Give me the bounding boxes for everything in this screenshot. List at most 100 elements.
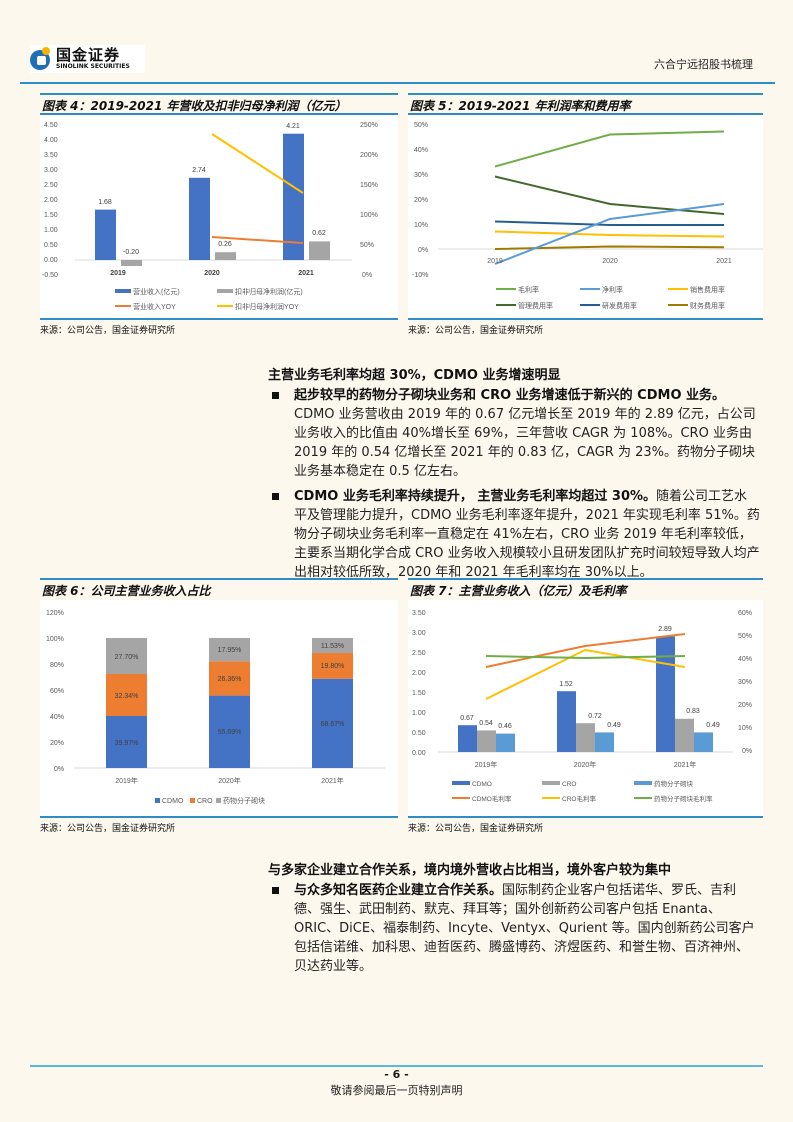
bar-cro-2021 bbox=[312, 653, 353, 679]
svg-text:扣非归母净利润(亿元): 扣非归母净利润(亿元) bbox=[235, 287, 303, 296]
svg-text:50%: 50% bbox=[360, 242, 374, 249]
line-cdmo-margin bbox=[485, 633, 686, 668]
page-number: - 6 - bbox=[384, 1068, 409, 1081]
svg-text:50%: 50% bbox=[414, 122, 428, 129]
svg-text:CRO毛利率: CRO毛利率 bbox=[562, 794, 596, 803]
svg-text:0.49: 0.49 bbox=[706, 722, 720, 729]
svg-text:0.72: 0.72 bbox=[588, 713, 602, 720]
svg-text:财务费用率: 财务费用率 bbox=[690, 301, 725, 310]
section-1-heading: 主营业务毛利率均超 30%，CDMO 业务增速明显 bbox=[268, 368, 561, 383]
bar-revenue-2020 bbox=[189, 177, 210, 260]
svg-text:39.97%: 39.97% bbox=[115, 740, 139, 747]
revenue-share-chart: 120% 100% 80% 60% 40% 20% 0% 39. bbox=[46, 610, 385, 805]
svg-text:2.74: 2.74 bbox=[192, 167, 206, 174]
svg-text:55.69%: 55.69% bbox=[218, 729, 242, 736]
line-revenue-yoy bbox=[211, 236, 304, 244]
document-title: 六合宁远招股书梳理 bbox=[654, 58, 753, 71]
bullet-square-icon bbox=[272, 887, 279, 894]
svg-text:0%: 0% bbox=[362, 272, 372, 279]
svg-text:40%: 40% bbox=[414, 147, 428, 154]
svg-text:2021年: 2021年 bbox=[674, 760, 697, 769]
svg-text:0%: 0% bbox=[418, 247, 428, 254]
svg-text:CDMO毛利率: CDMO毛利率 bbox=[472, 794, 512, 803]
figure-5-title: 图表 5：2019-2021 年利润率和费用率 bbox=[408, 93, 763, 115]
svg-text:2019年: 2019年 bbox=[475, 760, 498, 769]
svg-text:0.67: 0.67 bbox=[460, 715, 474, 722]
logo-en: SINOLINK SECURITIES bbox=[56, 63, 130, 70]
footer-divider bbox=[30, 1065, 763, 1067]
logo-mark-icon bbox=[30, 47, 52, 71]
svg-text:0.00: 0.00 bbox=[412, 750, 426, 757]
svg-text:20%: 20% bbox=[414, 197, 428, 204]
svg-text:销售费用率: 销售费用率 bbox=[690, 285, 725, 294]
svg-text:2020: 2020 bbox=[602, 258, 618, 265]
bar-cro-2019 bbox=[477, 730, 496, 752]
svg-text:2.50: 2.50 bbox=[412, 650, 426, 657]
svg-text:10%: 10% bbox=[738, 725, 752, 732]
svg-text:2019年: 2019年 bbox=[115, 776, 138, 785]
svg-text:扣非归母净利润YOY: 扣非归母净利润YOY bbox=[235, 302, 299, 311]
svg-text:20%: 20% bbox=[738, 702, 752, 709]
svg-text:0.00: 0.00 bbox=[44, 257, 58, 264]
svg-text:CDMO: CDMO bbox=[472, 781, 492, 788]
svg-text:净利率: 净利率 bbox=[602, 285, 623, 294]
svg-text:2020年: 2020年 bbox=[574, 760, 597, 769]
line-rd-expense bbox=[494, 220, 724, 226]
svg-text:2019: 2019 bbox=[487, 258, 503, 265]
line-net-margin bbox=[494, 203, 725, 265]
svg-text:68.67%: 68.67% bbox=[321, 721, 345, 728]
figure-4-source: 来源：公司公告，国金证券研究所 bbox=[40, 318, 398, 336]
bar-revenue-2019 bbox=[95, 209, 116, 260]
line-gross-margin bbox=[494, 130, 725, 168]
svg-text:管理费用率: 管理费用率 bbox=[518, 301, 553, 310]
svg-text:研发费用率: 研发费用率 bbox=[602, 301, 637, 310]
svg-text:药物分子砌块: 药物分子砌块 bbox=[223, 796, 265, 805]
svg-text:0.54: 0.54 bbox=[479, 720, 493, 727]
svg-text:20%: 20% bbox=[50, 740, 64, 747]
svg-text:0.50: 0.50 bbox=[412, 730, 426, 737]
footer-disclaimer: 敬请参阅最后一页特别声明 bbox=[330, 1084, 463, 1097]
bar-cro-2021 bbox=[675, 718, 694, 752]
svg-text:0%: 0% bbox=[54, 766, 64, 773]
svg-text:-0.50: -0.50 bbox=[42, 272, 58, 279]
figure-7-chart: 3.50 3.00 2.50 2.00 1.50 1.00 0.50 0.00 … bbox=[408, 600, 763, 816]
svg-text:30%: 30% bbox=[738, 679, 752, 686]
figure-7-legend: CDMO CRO 药物分子砌块 CDMO毛利率 CRO毛利率 药物分子砌块毛利率 bbox=[452, 779, 713, 803]
line-cro-margin bbox=[485, 648, 686, 700]
svg-text:40%: 40% bbox=[50, 714, 64, 721]
svg-text:CRO: CRO bbox=[562, 781, 576, 788]
svg-text:4.50: 4.50 bbox=[44, 122, 58, 129]
figure-4-chart: 4.50 4.00 3.50 3.00 2.50 2.00 1.50 1.00 … bbox=[40, 115, 398, 318]
svg-text:4.00: 4.00 bbox=[44, 137, 58, 144]
logo-cn: 国金证券 bbox=[56, 46, 121, 64]
figure-7: 图表 7：主营业务收入（亿元）及毛利率 3.50 3.00 2.50 2.00 … bbox=[408, 578, 763, 834]
bar-revenue-2021 bbox=[283, 133, 304, 260]
svg-text:药物分子砌块毛利率: 药物分子砌块毛利率 bbox=[654, 794, 713, 803]
bar-block-2019 bbox=[496, 733, 515, 752]
svg-text:2021年: 2021年 bbox=[321, 776, 344, 785]
bullet-square-icon bbox=[272, 392, 279, 399]
svg-text:1.50: 1.50 bbox=[44, 212, 58, 219]
section-2-heading: 与多家企业建立合作关系，境内境外营收占比相当，境外客户较为集中 bbox=[268, 863, 672, 878]
svg-text:0.83: 0.83 bbox=[686, 708, 700, 715]
bar-cdmo-2019 bbox=[106, 716, 147, 768]
svg-text:150%: 150% bbox=[360, 182, 378, 189]
figure-5-source: 来源：公司公告，国金证券研究所 bbox=[408, 318, 763, 336]
line-admin-expense bbox=[494, 175, 725, 215]
svg-text:32.34%: 32.34% bbox=[115, 693, 139, 700]
bar-profit-2019 bbox=[121, 260, 142, 266]
svg-text:0%: 0% bbox=[742, 748, 752, 755]
svg-text:-10%: -10% bbox=[412, 272, 428, 279]
svg-text:30%: 30% bbox=[414, 172, 428, 179]
svg-text:27.70%: 27.70% bbox=[115, 654, 139, 661]
svg-text:2.00: 2.00 bbox=[44, 197, 58, 204]
figure-6-title: 图表 6：公司主营业务收入占比 bbox=[40, 578, 398, 600]
svg-text:200%: 200% bbox=[360, 152, 378, 159]
svg-text:CRO: CRO bbox=[197, 798, 213, 805]
revenue-profit-chart: 4.50 4.00 3.50 3.00 2.50 2.00 1.50 1.00 … bbox=[42, 122, 378, 311]
bar-cdmo-2021 bbox=[312, 678, 353, 768]
figure-6: 图表 6：公司主营业务收入占比 120% 100% 80% 60% 40% 20… bbox=[40, 578, 398, 834]
bar-cro-2020 bbox=[209, 661, 250, 696]
svg-text:3.00: 3.00 bbox=[44, 167, 58, 174]
svg-text:营业收入YOY: 营业收入YOY bbox=[133, 302, 176, 311]
